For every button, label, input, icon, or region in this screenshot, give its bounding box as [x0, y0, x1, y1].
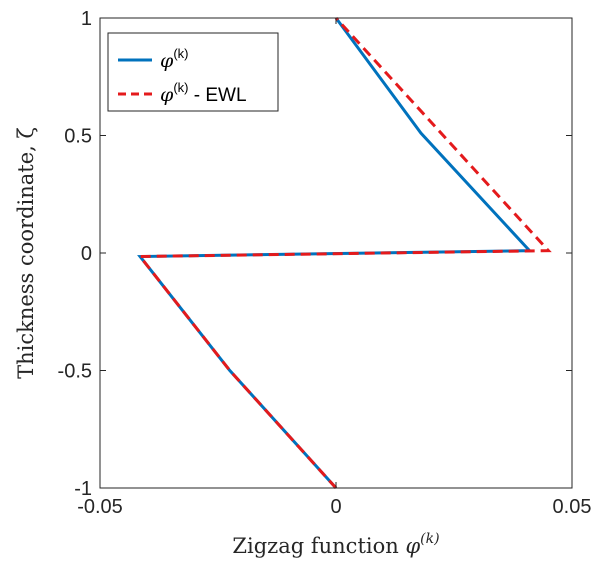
x-axis-label: Zigzag function φ(k) [232, 531, 439, 558]
legend: φ(k) φ(k) - EWL [107, 32, 279, 112]
x-tick-label: 0.05 [553, 496, 592, 518]
x-tick-label: -0.05 [77, 496, 123, 518]
legend-box [107, 32, 279, 112]
y-tick-label: -1 [74, 478, 92, 500]
legend-label-1: φ(k) [160, 46, 188, 72]
axis-ticks: -0.05 0 0.05 -1 -0.5 0 0.5 1 [58, 8, 592, 518]
plot-lines [137, 16, 552, 490]
y-tick-label: 0.5 [64, 126, 92, 148]
y-tick-label: 1 [81, 8, 92, 30]
x-tick-label: 0 [330, 496, 341, 518]
series-line-2 [137, 16, 552, 490]
y-tick-label: -0.5 [58, 361, 92, 383]
y-tick-label: 0 [81, 243, 92, 265]
y-axis-label: Thickness coordinate, ζ [14, 127, 38, 379]
legend-label-2: φ(k) - EWL [160, 80, 247, 106]
